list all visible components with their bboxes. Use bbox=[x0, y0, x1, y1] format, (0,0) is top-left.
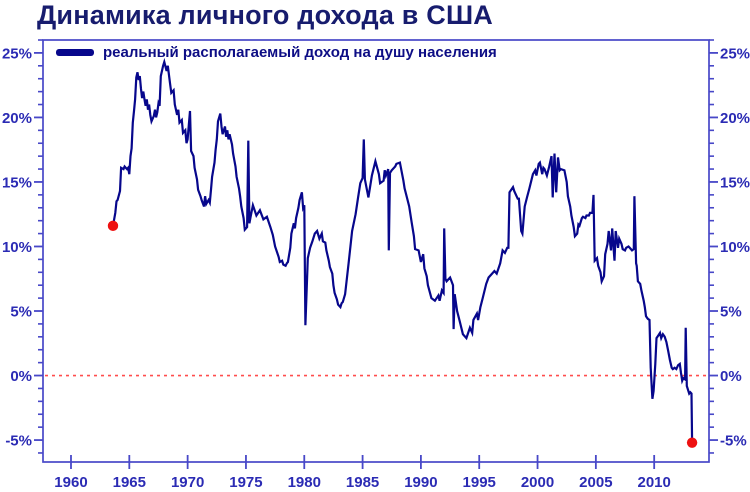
y-tick-label-right: 15% bbox=[720, 174, 750, 191]
legend-label: реальный располагаемый доход на душу нас… bbox=[103, 44, 497, 61]
x-tick-label: 1965 bbox=[113, 474, 146, 491]
x-tick-label: 2010 bbox=[637, 474, 670, 491]
y-tick-label-right: 10% bbox=[720, 239, 750, 256]
x-tick-label: 2000 bbox=[521, 474, 554, 491]
x-tick-label: 1980 bbox=[288, 474, 321, 491]
y-tick-label-left: 15% bbox=[2, 174, 32, 191]
chart-title: Динамика личного дохода в США bbox=[37, 0, 493, 30]
y-tick-label-right: 25% bbox=[720, 45, 750, 62]
income-line bbox=[111, 57, 694, 443]
y-tick-label-left: 20% bbox=[2, 110, 32, 127]
x-tick-label: 1985 bbox=[346, 474, 379, 491]
plot-frame bbox=[42, 39, 710, 463]
y-tick-label-right: 5% bbox=[720, 303, 742, 320]
y-tick-label-right: 20% bbox=[720, 110, 750, 127]
y-tick-label-left: 0% bbox=[10, 368, 32, 385]
legend: реальный располагаемый доход на душу нас… bbox=[56, 44, 497, 61]
x-tick-label: 1990 bbox=[404, 474, 437, 491]
y-tick-label-left: -5% bbox=[5, 432, 32, 449]
y-tick-label-left: 25% bbox=[2, 45, 32, 62]
y-tick-label-left: 10% bbox=[2, 239, 32, 256]
endpoint-marker bbox=[107, 220, 119, 232]
endpoint-marker bbox=[686, 437, 698, 448]
x-tick-label: 1975 bbox=[229, 474, 262, 491]
y-tick-label-left: 5% bbox=[10, 303, 32, 320]
x-tick-label: 1960 bbox=[54, 474, 87, 491]
x-tick-label: 2005 bbox=[579, 474, 612, 491]
y-tick-label-right: 0% bbox=[720, 368, 742, 385]
x-tick-label: 1970 bbox=[171, 474, 204, 491]
x-tick-label: 1995 bbox=[463, 474, 496, 491]
y-tick-label-right: -5% bbox=[720, 432, 747, 449]
legend-line-swatch bbox=[56, 49, 94, 56]
